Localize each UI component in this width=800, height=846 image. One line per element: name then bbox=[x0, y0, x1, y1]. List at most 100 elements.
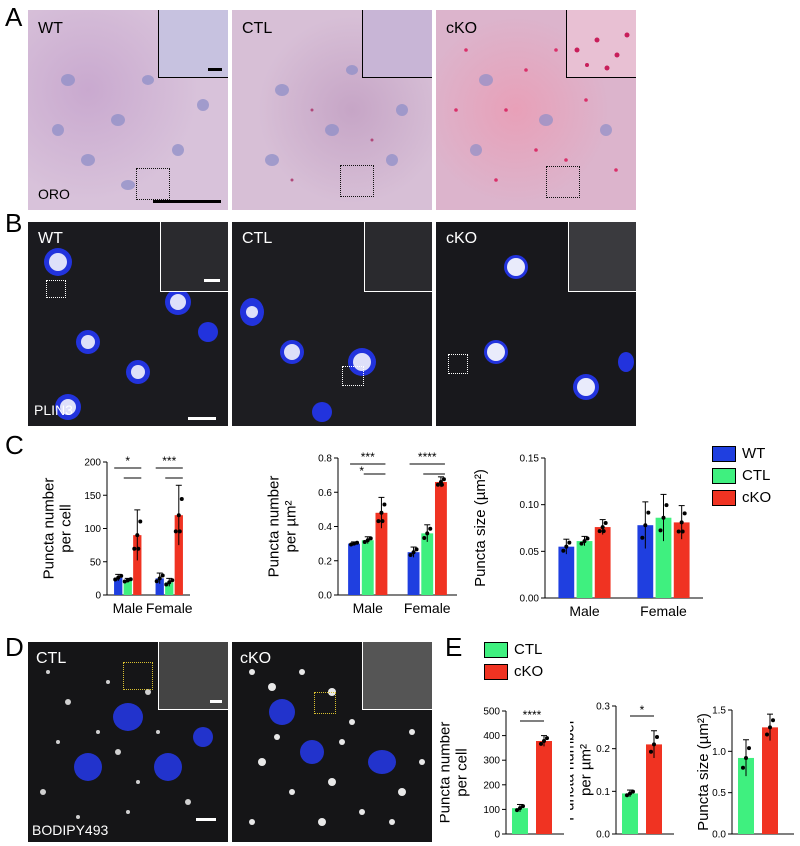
bar-cko bbox=[133, 535, 142, 595]
data-point bbox=[119, 573, 124, 578]
data-point bbox=[579, 541, 584, 546]
data-point bbox=[411, 550, 416, 555]
y-tick-label: 0.1 bbox=[596, 787, 610, 798]
data-point bbox=[600, 525, 605, 530]
significance-label: *** bbox=[361, 450, 375, 464]
data-point bbox=[625, 793, 629, 798]
y-tick-label: 0.2 bbox=[596, 744, 610, 755]
bar-wt bbox=[558, 546, 575, 598]
data-point bbox=[135, 533, 140, 538]
chart-c3: 0.00 0.05 0.10 0.15 Puncta size (µm²) Male Fem… bbox=[472, 454, 703, 619]
oro-image-cko: cKO bbox=[436, 10, 636, 210]
panel-letter-c: C bbox=[5, 430, 24, 460]
plin3-label-ctl: CTL bbox=[242, 230, 273, 247]
bar-wt bbox=[155, 578, 164, 595]
data-point bbox=[362, 540, 367, 545]
data-point bbox=[747, 746, 751, 751]
y-axis-label: Puncta number bbox=[570, 719, 578, 821]
data-point bbox=[601, 529, 606, 534]
data-point bbox=[658, 528, 663, 533]
y-tick-label: 50 bbox=[90, 557, 102, 568]
plin3-label-cko: cKO bbox=[446, 230, 478, 247]
bar-ctl bbox=[123, 580, 132, 595]
data-point bbox=[177, 529, 182, 534]
chart-e2: 0.0 0.1 0.2 0.3 Puncta number per µm² * bbox=[570, 702, 674, 841]
bar-ctl bbox=[738, 757, 754, 834]
panel-letter-e: E bbox=[445, 632, 463, 662]
data-point bbox=[179, 497, 184, 502]
data-point bbox=[518, 806, 522, 811]
significance-label: * bbox=[125, 454, 130, 468]
data-point bbox=[376, 519, 381, 524]
data-point bbox=[132, 546, 137, 551]
data-point bbox=[640, 535, 645, 540]
y-tick-label: 150 bbox=[84, 491, 101, 502]
data-point bbox=[631, 789, 635, 794]
data-point bbox=[365, 538, 370, 543]
data-point bbox=[349, 542, 354, 547]
data-point bbox=[603, 521, 608, 526]
chart-e1: 0 100 200 300 400 500 Puncta number per cell ***… bbox=[440, 707, 564, 841]
data-point bbox=[122, 579, 127, 584]
plin3-stain-label: PLIN3 bbox=[34, 402, 73, 418]
bar-cko bbox=[646, 744, 662, 834]
bar-ctl bbox=[165, 582, 174, 595]
data-point bbox=[170, 578, 175, 583]
y-tick-label: 1.0 bbox=[712, 747, 726, 758]
bar-ctl bbox=[655, 517, 672, 598]
data-point bbox=[160, 573, 165, 578]
data-point bbox=[765, 732, 769, 737]
data-point bbox=[628, 791, 632, 796]
y-tick-label: 1.5 bbox=[712, 706, 726, 717]
y-tick-label: 0.0 bbox=[596, 830, 610, 841]
data-point bbox=[585, 536, 590, 541]
y-tick-label: 0 bbox=[95, 591, 101, 602]
x-category-label: Male bbox=[569, 603, 600, 619]
panel-letter-a: A bbox=[5, 2, 23, 32]
y-tick-label: 0.8 bbox=[318, 454, 332, 465]
bar-wt bbox=[114, 577, 123, 595]
data-point bbox=[582, 539, 587, 544]
legend-label-cko: cKO bbox=[742, 489, 772, 506]
data-point bbox=[768, 725, 772, 730]
data-point bbox=[567, 540, 572, 545]
bar-cko bbox=[375, 512, 388, 595]
plin3-image-wt: WT PLIN3 bbox=[28, 222, 228, 426]
data-point bbox=[441, 477, 446, 482]
x-category-label: Female bbox=[640, 603, 687, 619]
bodipy-label-ctl: CTL bbox=[36, 650, 67, 667]
data-point bbox=[138, 519, 143, 524]
y-axis-label: per µm² bbox=[578, 744, 595, 796]
bar-cko bbox=[673, 522, 690, 598]
legend-label-ctl: CTL bbox=[742, 467, 771, 484]
plin3-label-wt: WT bbox=[38, 230, 63, 247]
oro-label-ctl: CTL bbox=[242, 20, 273, 37]
data-point bbox=[408, 552, 413, 557]
data-point bbox=[597, 529, 602, 534]
data-point bbox=[128, 577, 133, 582]
legend-swatch-cko bbox=[712, 490, 736, 506]
data-point bbox=[113, 577, 118, 582]
y-tick-label: 0.0 bbox=[318, 591, 332, 602]
bar-ctl bbox=[421, 533, 434, 595]
data-point bbox=[425, 531, 430, 536]
data-point bbox=[771, 718, 775, 723]
legend-label-wt: WT bbox=[742, 445, 766, 462]
chart-c1: 0 50 100 150 200 Puncta number per cell Male Fem… bbox=[41, 454, 193, 616]
y-tick-label: 0.0 bbox=[712, 830, 726, 841]
data-point bbox=[136, 546, 141, 551]
y-tick-label: 0.05 bbox=[520, 547, 540, 558]
data-point bbox=[664, 503, 669, 508]
data-point bbox=[643, 523, 648, 528]
bodipy-image-ctl: CTL BODIPY493 bbox=[28, 642, 228, 842]
data-point bbox=[414, 547, 419, 552]
data-point bbox=[652, 742, 656, 747]
y-tick-label: 0.00 bbox=[520, 594, 540, 605]
y-tick-label: 0.3 bbox=[596, 702, 610, 713]
y-axis-label: per cell bbox=[58, 504, 75, 552]
y-tick-label: 0.15 bbox=[520, 454, 540, 465]
bar-ctl bbox=[512, 808, 528, 834]
y-axis-label: Puncta size (µm²) bbox=[695, 713, 712, 831]
data-point bbox=[676, 529, 681, 534]
